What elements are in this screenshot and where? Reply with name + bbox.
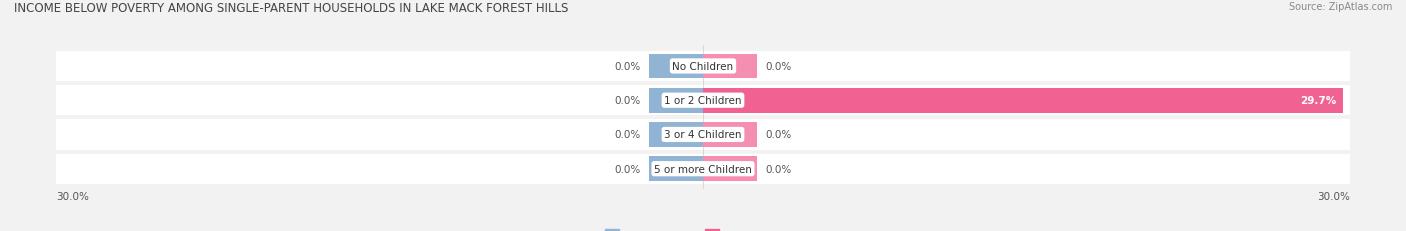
- Bar: [703, 157, 756, 181]
- Text: 0.0%: 0.0%: [614, 96, 641, 106]
- Text: 0.0%: 0.0%: [614, 130, 641, 140]
- Text: 30.0%: 30.0%: [1317, 191, 1350, 201]
- Text: 3 or 4 Children: 3 or 4 Children: [664, 130, 742, 140]
- Text: INCOME BELOW POVERTY AMONG SINGLE-PARENT HOUSEHOLDS IN LAKE MACK FOREST HILLS: INCOME BELOW POVERTY AMONG SINGLE-PARENT…: [14, 2, 568, 15]
- Text: 0.0%: 0.0%: [614, 164, 641, 174]
- Text: 1 or 2 Children: 1 or 2 Children: [664, 96, 742, 106]
- Text: 0.0%: 0.0%: [765, 164, 792, 174]
- Bar: [56, 120, 1350, 150]
- Text: 0.0%: 0.0%: [765, 62, 792, 72]
- Bar: [650, 54, 703, 79]
- Bar: [650, 157, 703, 181]
- Text: 0.0%: 0.0%: [765, 130, 792, 140]
- Bar: [703, 123, 756, 147]
- Text: 29.7%: 29.7%: [1301, 96, 1337, 106]
- Text: 5 or more Children: 5 or more Children: [654, 164, 752, 174]
- Text: 30.0%: 30.0%: [56, 191, 89, 201]
- Bar: [56, 52, 1350, 82]
- Bar: [650, 123, 703, 147]
- Bar: [703, 54, 756, 79]
- Text: No Children: No Children: [672, 62, 734, 72]
- Bar: [703, 88, 1343, 113]
- Bar: [56, 154, 1350, 184]
- Text: 0.0%: 0.0%: [614, 62, 641, 72]
- Bar: [650, 88, 703, 113]
- Legend: Single Father, Single Mother: Single Father, Single Mother: [600, 225, 806, 231]
- Text: Source: ZipAtlas.com: Source: ZipAtlas.com: [1288, 2, 1392, 12]
- Bar: [56, 86, 1350, 116]
